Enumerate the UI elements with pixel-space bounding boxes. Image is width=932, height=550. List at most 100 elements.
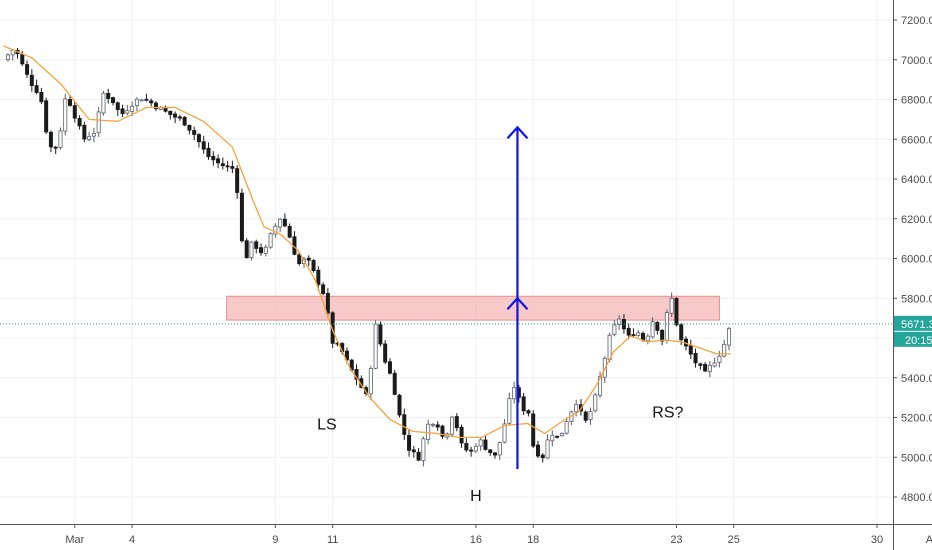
candle (287, 223, 292, 239)
candle (397, 393, 402, 418)
candle (187, 124, 192, 135)
candle-body (664, 312, 669, 341)
candle-body (5, 54, 10, 61)
pattern-label: LS (317, 416, 337, 433)
candle-body (698, 363, 703, 366)
candle-body (144, 98, 149, 101)
candle-body (407, 435, 412, 451)
pattern-label: RS? (652, 405, 683, 422)
x-tick-label: 9 (272, 534, 278, 546)
candle (559, 432, 564, 437)
candle-body (459, 426, 464, 444)
candle-body (282, 218, 287, 227)
candle (278, 218, 283, 232)
candle-body (311, 259, 316, 272)
y-tick-label: 6200.0 (901, 214, 932, 226)
candle (87, 131, 92, 142)
candle (211, 151, 216, 166)
candle (39, 87, 44, 105)
candle-body (430, 423, 435, 426)
candle (125, 104, 130, 116)
candle-body (707, 365, 712, 372)
candle-body (187, 125, 192, 131)
candle (655, 321, 660, 335)
candle-body (526, 410, 531, 414)
candle (387, 358, 392, 375)
candle (15, 47, 20, 59)
candle (722, 339, 727, 358)
candle (555, 435, 560, 439)
candle (531, 410, 536, 449)
candle (29, 69, 34, 92)
candle-body (168, 110, 173, 115)
candle-body (421, 438, 426, 461)
candle (177, 114, 182, 121)
moving-average-layer (0, 45, 893, 439)
candle-body (149, 100, 154, 104)
candle-body (125, 110, 130, 114)
candle-body (507, 398, 512, 424)
candle (25, 60, 30, 78)
candle-body (153, 102, 158, 110)
y-tick-label: 5200.0 (901, 413, 932, 425)
candle-body (392, 372, 397, 395)
candle-body (512, 387, 517, 400)
candle-body (454, 416, 459, 429)
candle-body (72, 105, 77, 119)
projection-arrow-head (506, 125, 529, 140)
candle (617, 315, 622, 330)
candle (674, 297, 679, 327)
candle-body (220, 163, 225, 167)
candle (44, 97, 49, 135)
candle (712, 357, 717, 368)
candle-body (693, 352, 698, 364)
candle-body (674, 297, 679, 326)
candle (473, 443, 478, 454)
annotations: LS H RS? (317, 405, 683, 505)
candle-body (239, 192, 244, 242)
candle-body (44, 100, 49, 133)
candle (268, 232, 273, 249)
candle (669, 292, 674, 318)
projection-arrow-layer (506, 125, 529, 470)
candle-body (450, 416, 455, 435)
y-tick-label: 6000.0 (901, 254, 932, 266)
candle-body (621, 319, 626, 330)
candle (378, 321, 383, 347)
candle-body (626, 327, 631, 336)
candle (535, 440, 540, 459)
current-price-label: 5671.3 (901, 319, 932, 331)
candle-body (559, 432, 564, 437)
countdown-tag (894, 331, 932, 347)
candle-body (502, 423, 507, 443)
candle (91, 127, 96, 143)
candle-body (192, 130, 197, 135)
candle (168, 110, 173, 120)
candle (497, 441, 502, 461)
candle-body (53, 146, 58, 149)
candle (435, 421, 440, 431)
candle-body (717, 355, 722, 363)
candle (101, 90, 106, 116)
candle (120, 104, 125, 118)
candle (502, 418, 507, 444)
y-tick-label: 4800.0 (901, 492, 932, 504)
candle-body (139, 99, 144, 102)
candle-body (521, 396, 526, 412)
y-tick-label: 6800.0 (901, 95, 932, 107)
candle-body (20, 54, 25, 65)
candle-body (325, 292, 330, 314)
candle-body (182, 116, 187, 126)
candle (77, 115, 82, 130)
candle (68, 96, 73, 107)
candle-body (120, 108, 125, 115)
candle (526, 409, 531, 417)
candle-body (206, 147, 211, 158)
candle (316, 266, 321, 291)
candle-body (555, 435, 560, 438)
candle-body (177, 116, 182, 119)
candle-body (535, 444, 540, 457)
candle-body (68, 99, 73, 106)
candle-body (225, 165, 230, 168)
